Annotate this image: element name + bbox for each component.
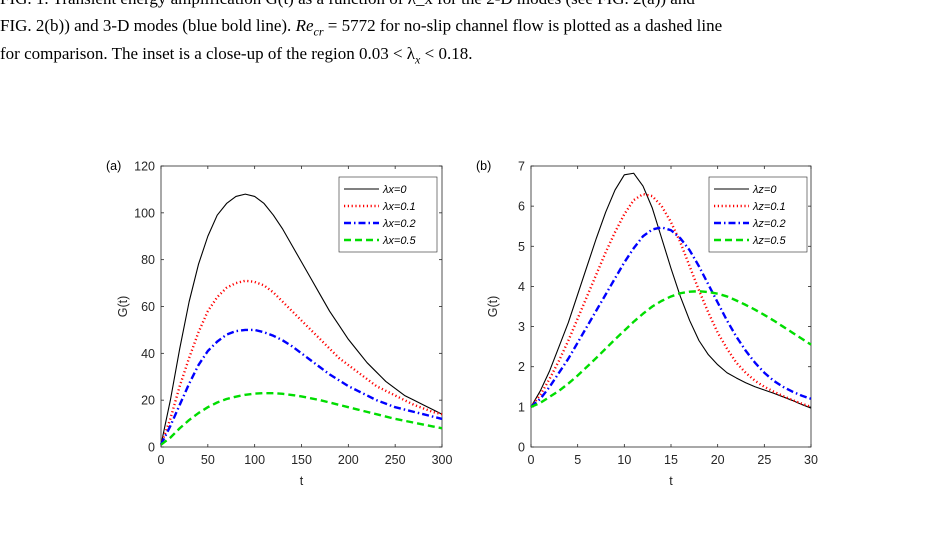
panel-b-xlabel: t xyxy=(669,474,673,488)
panel-b-series-line-3 xyxy=(530,290,812,408)
panel-a-ytick-label: 80 xyxy=(141,253,155,267)
panel-a-xtick-label: 50 xyxy=(201,453,215,467)
panel-b-ytick-label: 0 xyxy=(518,441,525,455)
panel-a-xtick-label: 300 xyxy=(432,453,453,467)
panel-b-legend-label-2: λz=0.2 xyxy=(752,218,786,230)
panel-a-xtick-label: 150 xyxy=(291,453,312,467)
panel-a-xtick-label: 100 xyxy=(244,453,265,467)
panel-a-panel-label: (a) xyxy=(106,159,121,173)
panel-a-series-line-2 xyxy=(159,328,443,446)
caption-line-2-subscript: x xyxy=(415,52,421,67)
panel-a-legend-label-2: λx=0.2 xyxy=(382,218,416,230)
panel-b-legend-label-1: λz=0.1 xyxy=(752,201,786,213)
panel-a-legend-label-3: λx=0.5 xyxy=(382,235,417,247)
panel-a-ytick-label: 60 xyxy=(141,300,155,314)
panel-b-legend-label-0: λz=0 xyxy=(752,184,777,196)
panel-b-ytick-label: 1 xyxy=(518,400,525,414)
panel-b-legend-label-3: λz=0.5 xyxy=(752,235,787,247)
panel-a-legend-label-1: λx=0.1 xyxy=(382,201,416,213)
panel-b-xtick-label: 15 xyxy=(664,453,678,467)
panel-b-xtick-label: 30 xyxy=(804,453,818,467)
panel-a-xlabel: t xyxy=(300,474,304,488)
caption-line-0: FIG. 1. Transient energy amplification G… xyxy=(0,0,695,12)
panel-b-xtick-label: 5 xyxy=(574,453,581,467)
caption-line-2-a: for comparison. The inset is a close-up … xyxy=(0,44,416,63)
panel-a-series-line-1 xyxy=(159,279,443,446)
panel-b-ytick-label: 3 xyxy=(518,320,525,334)
panel-b-series-line-2 xyxy=(530,226,812,408)
panel-b-series-line-0 xyxy=(530,172,812,409)
panel-a-series-line-3 xyxy=(160,391,443,446)
caption-line-1-a: FIG. 2(b)) and 3-D modes (blue bold line… xyxy=(0,16,296,35)
panel-a-ytick-label: 40 xyxy=(141,347,155,361)
panel-b-ylabel: G(t) xyxy=(486,296,500,318)
panel-a-legend-label-0: λx=0 xyxy=(382,184,407,196)
panel-b: 0 5 10 15 20 25 30 0 1 2 3 4 5 6 7 t G(t) (b) λz=0 λz=0.1 λz… xyxy=(476,159,818,488)
panel-a-ylabel: G(t) xyxy=(116,296,130,318)
panel-b-ytick-label: 6 xyxy=(518,200,525,214)
panel-a-ytick-label: 0 xyxy=(148,441,155,455)
panel-a: 0 50 100 150 200 250 300 0 20 40 60 80 100 120 t G(t) (a… xyxy=(106,159,452,488)
panel-a-ytick-label: 120 xyxy=(134,160,155,174)
panel-a-xtick-label: 0 xyxy=(158,453,165,467)
caption-re-subscript: cr xyxy=(313,24,324,39)
panel-b-ytick-label: 7 xyxy=(518,160,525,174)
panel-a-xtick-label: 200 xyxy=(338,453,359,467)
panel-b-ytick-label: 4 xyxy=(518,280,525,294)
panel-a-series-line-0 xyxy=(160,193,443,445)
panel-b-xtick-label: 0 xyxy=(528,453,535,467)
panel-a-xtick-label: 250 xyxy=(385,453,406,467)
panel-b-xtick-label: 20 xyxy=(711,453,725,467)
caption-re-symbol: Re xyxy=(295,16,314,35)
caption-line-1: FIG. 2(b)) and 3-D modes (blue bold line… xyxy=(0,12,722,45)
panel-a-ytick-label: 20 xyxy=(141,394,155,408)
caption-line-2-end: < 0.18. xyxy=(420,44,473,63)
caption-line-1-b: = 5772 for no-slip channel flow is plott… xyxy=(323,16,723,35)
panel-b-ytick-label: 2 xyxy=(518,360,525,374)
panel-b-ytick-label: 5 xyxy=(518,240,525,254)
caption-line-2: for comparison. The inset is a close-up … xyxy=(0,40,472,73)
panel-b-xtick-label: 25 xyxy=(757,453,771,467)
panel-b-panel-label: (b) xyxy=(476,159,491,173)
panel-b-xtick-label: 10 xyxy=(617,453,631,467)
panel-a-ytick-label: 100 xyxy=(134,206,155,220)
